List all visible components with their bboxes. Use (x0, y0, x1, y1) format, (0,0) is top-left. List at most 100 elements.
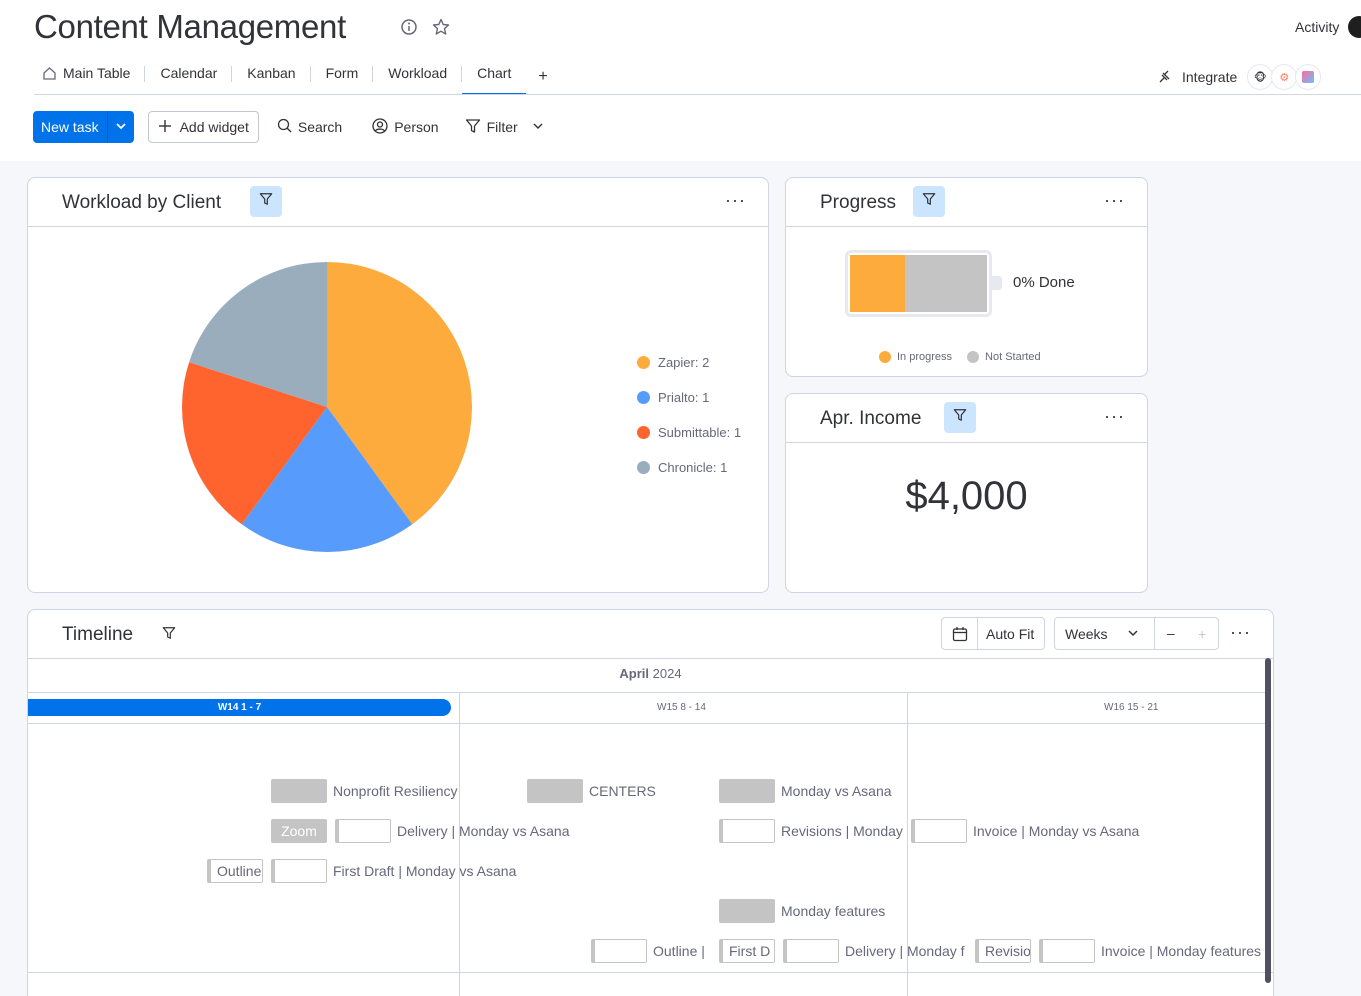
zoom-in-button[interactable]: + (1198, 625, 1207, 642)
item-label: Invoice | Monday features (1101, 943, 1262, 959)
timeline-item[interactable] (783, 939, 839, 963)
timeline-item[interactable] (271, 859, 327, 883)
vertical-scrollbar[interactable] (1265, 658, 1271, 983)
auto-fit-button[interactable]: Auto Fit (941, 617, 1045, 650)
timeline-item[interactable] (591, 939, 647, 963)
legend-label: Zapier: 2 (658, 355, 710, 370)
legend-dot (637, 356, 650, 369)
pie-slice-prialto[interactable] (241, 407, 413, 552)
timeline-item[interactable] (335, 819, 391, 843)
timeline-item[interactable] (719, 819, 775, 843)
more-options-icon[interactable]: ··· (725, 190, 746, 210)
pie-slice-chronicle[interactable] (189, 262, 327, 407)
chevron-down-icon[interactable] (108, 120, 134, 135)
legend-item[interactable]: Submittable: 1 (637, 425, 741, 440)
item-label: Monday features (781, 903, 886, 919)
tab-form[interactable]: Form (311, 58, 374, 95)
timeline-item[interactable] (527, 779, 583, 803)
week-divider (459, 692, 460, 996)
more-options-icon[interactable]: ··· (1230, 622, 1251, 642)
new-task-button[interactable]: New task (33, 111, 134, 143)
more-options-icon[interactable]: ··· (1104, 190, 1125, 210)
pie-slice-submittable[interactable] (182, 362, 327, 525)
progress-widget: Progress ··· 0% Done In progress Not Sta… (785, 177, 1148, 377)
timeline-item[interactable]: Zoom (271, 819, 327, 843)
timeline-item[interactable]: Revisions (975, 939, 1031, 963)
progress-segment-in-progress (850, 255, 905, 312)
avatar[interactable] (1348, 16, 1361, 38)
tab-kanban[interactable]: Kanban (232, 58, 311, 95)
tab-label: Main Table (63, 65, 131, 81)
filter-icon[interactable] (162, 626, 176, 645)
tab-calendar[interactable]: Calendar (145, 58, 233, 95)
month-label: April 2024 (28, 666, 1273, 681)
chevron-down-icon[interactable] (532, 119, 544, 135)
view-tabs: Main Table Calendar Kanban Form Workload… (34, 58, 560, 95)
board-toolbar: New task Add widget Search Person Filter (33, 111, 544, 143)
widget-title: Workload by Client (62, 192, 222, 213)
widget-header: Progress ··· (786, 178, 1147, 227)
tab-workload[interactable]: Workload (373, 58, 463, 95)
more-options-icon[interactable]: ··· (1104, 406, 1125, 426)
progress-legend: In progress Not Started (879, 351, 1041, 363)
add-widget-button[interactable]: Add widget (147, 111, 259, 143)
item-label: Monday vs Asana (781, 783, 892, 799)
timeline-item[interactable] (911, 819, 967, 843)
pie-slice-zapier[interactable] (327, 262, 472, 525)
zoom-out-button[interactable]: – (1154, 618, 1186, 649)
progress-segment-not-started (904, 255, 987, 312)
item-label: Nonprofit Resiliency (333, 783, 458, 799)
integrate-button[interactable]: Integrate 🐵 ⚙ (1158, 64, 1322, 90)
widget-filter-button[interactable] (250, 186, 282, 217)
tab-chart[interactable]: Chart (462, 58, 527, 95)
timeline-item[interactable] (1039, 939, 1095, 963)
widget-title: Timeline (62, 624, 134, 645)
legend-dot (967, 351, 980, 363)
tab-label: Calendar (160, 65, 218, 81)
legend-label: Not Started (985, 351, 1041, 363)
scale-selector[interactable]: Weeks – + (1054, 617, 1219, 650)
item-label: Delivery | Monday vs Asana (397, 823, 570, 839)
add-view-button[interactable]: + (538, 67, 548, 85)
widget-title: Apr. Income (820, 408, 922, 429)
search-label: Search (297, 119, 343, 135)
legend-dot (637, 461, 650, 474)
mailchimp-icon: 🐵 (1247, 64, 1274, 90)
integration-logos: 🐵 ⚙ (1247, 64, 1322, 90)
legend-item[interactable]: Chronicle: 1 (637, 460, 727, 475)
scale-value: Weeks (1065, 625, 1108, 642)
widget-filter-button[interactable] (913, 186, 945, 217)
filter-button[interactable]: Filter (465, 118, 544, 137)
item-label: First Draft | Monday vs Asana (333, 863, 517, 879)
week-header: W14 1 - 7 W15 8 - 14 W16 15 - 21 (28, 692, 1265, 724)
widget-filter-button[interactable] (944, 402, 976, 433)
filter-icon (259, 192, 273, 211)
timeline-item[interactable]: First D (719, 939, 775, 963)
legend-item[interactable]: Prialto: 1 (637, 390, 709, 405)
legend-item[interactable]: Zapier: 2 (637, 355, 709, 370)
legend-label: Prialto: 1 (658, 390, 710, 405)
timeline-item[interactable]: Outline (207, 859, 263, 883)
timeline-item[interactable] (271, 779, 327, 803)
tab-main-table[interactable]: Main Table (34, 58, 146, 95)
widget-title: Progress (820, 192, 897, 213)
legend-label: Submittable: 1 (658, 425, 742, 440)
page-title: Content Management (34, 8, 346, 45)
person-label: Person (394, 119, 439, 135)
person-filter-button[interactable]: Person (372, 117, 439, 137)
plus-icon (158, 119, 172, 136)
week-label: W15 8 - 14 (657, 702, 706, 713)
legend-label: In progress (897, 351, 953, 363)
star-icon[interactable] (432, 18, 450, 36)
timeline-item[interactable] (719, 779, 775, 803)
item-label: Delivery | Monday f (845, 943, 965, 959)
info-icon[interactable] (400, 18, 418, 36)
battery-cap (992, 276, 1002, 290)
filter-label: Filter (486, 119, 518, 135)
activity-button[interactable]: Activity (1295, 19, 1340, 35)
legend-dot (879, 351, 891, 363)
calendar-icon (942, 618, 978, 649)
search-button[interactable]: Search (277, 118, 342, 136)
timeline-item[interactable] (719, 899, 775, 923)
tabs-divider (34, 94, 1361, 95)
